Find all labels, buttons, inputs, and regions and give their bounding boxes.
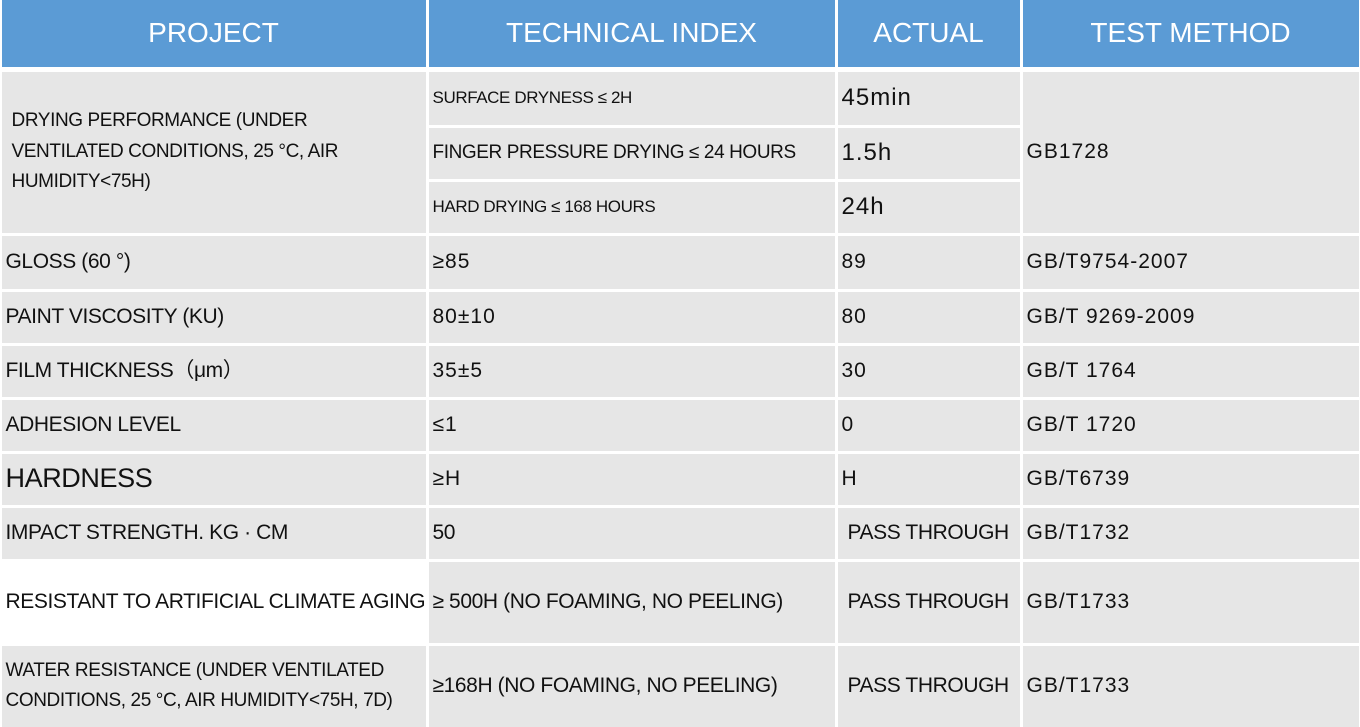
header-cell: TEST METHOD	[1022, 0, 1359, 67]
actual-cell: 24h	[837, 181, 1020, 233]
index-cell: 50	[428, 507, 835, 559]
index-cell: FINGER PRESSURE DRYING ≤ 24 HOURS	[428, 127, 835, 179]
project-cell: WATER RESISTANCE (UNDER VENTILATED CONDI…	[1, 645, 426, 727]
actual-cell: H	[837, 453, 1020, 505]
method-cell: GB/T6739	[1022, 453, 1359, 505]
project-cell: RESISTANT TO ARTIFICIAL CLIMATE AGING	[5, 590, 426, 614]
index-cell: ≤1	[428, 399, 835, 451]
project-cell: DRYING PERFORMANCE (UNDER VENTILATED CON…	[1, 71, 426, 233]
actual-cell: 1.5h	[837, 127, 1020, 179]
actual-cell: 45min	[837, 71, 1020, 125]
index-cell: SURFACE DRYNESS ≤ 2H	[428, 71, 835, 125]
method-cell: GB1728	[1022, 71, 1359, 233]
header-cell: ACTUAL	[837, 0, 1020, 67]
method-cell: GB/T1733	[1022, 561, 1359, 643]
index-cell: HARD DRYING ≤ 168 HOURS	[428, 181, 835, 233]
index-cell: 80±10	[428, 291, 835, 343]
project-cell: IMPACT STRENGTH. KG · CM	[1, 507, 426, 559]
actual-cell: PASS THROUGH	[837, 507, 1020, 559]
actual-cell: 89	[837, 235, 1020, 289]
project-cell: HARDNESS	[1, 453, 426, 505]
header-cell: PROJECT	[1, 0, 426, 67]
actual-cell: PASS THROUGH	[837, 561, 1020, 643]
project-cell: PAINT VISCOSITY (KU)	[1, 291, 426, 343]
method-cell: GB/T 1720	[1022, 399, 1359, 451]
index-cell: ≥85	[428, 235, 835, 289]
index-cell: ≥H	[428, 453, 835, 505]
actual-cell: 80	[837, 291, 1020, 343]
header-cell: TECHNICAL INDEX	[428, 0, 835, 67]
index-cell: 35±5	[428, 345, 835, 397]
project-cell: ADHESION LEVEL	[1, 399, 426, 451]
project-cell: GLOSS (60 °)	[1, 235, 426, 289]
index-cell: ≥ 500H (NO FOAMING, NO PEELING)	[428, 561, 835, 643]
actual-cell: 0	[837, 399, 1020, 451]
project-cell: FILM THICKNESS（μm）	[1, 345, 426, 397]
method-cell: GB/T1733	[1022, 645, 1359, 727]
actual-cell: PASS THROUGH	[837, 645, 1020, 727]
index-cell: ≥168H (NO FOAMING, NO PEELING)	[428, 645, 835, 727]
method-cell: GB/T1732	[1022, 507, 1359, 559]
actual-cell: 30	[837, 345, 1020, 397]
method-cell: GB/T9754-2007	[1022, 235, 1359, 289]
method-cell: GB/T 9269-2009	[1022, 291, 1359, 343]
method-cell: GB/T 1764	[1022, 345, 1359, 397]
